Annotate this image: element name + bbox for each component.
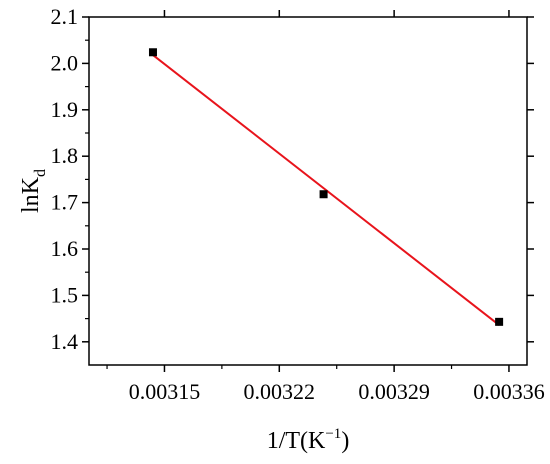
x-tick-label: 0.00322 (244, 379, 316, 404)
y-tick-label: 1.6 (51, 236, 79, 261)
x-axis-title-close: ) (341, 428, 349, 454)
data-point (148, 48, 157, 57)
fit-line-group (152, 54, 500, 326)
y-tick-label: 1.8 (51, 143, 79, 168)
ticks (82, 10, 534, 372)
x-axis-title-sup: −1 (325, 426, 341, 442)
y-tick-label: 2.1 (51, 4, 79, 29)
y-tick-label: 1.9 (51, 97, 79, 122)
x-axis-title: 1/T(K−1) (267, 426, 350, 454)
y-tick-label: 1.5 (51, 282, 79, 307)
y-tick-label: 1.4 (51, 329, 79, 354)
y-tick-label: 1.7 (51, 190, 79, 215)
tick-labels: 1.4 1.5 1.6 1.7 1.8 1.9 2.0 2.1 0.00315 0.00322 0.… (51, 4, 545, 404)
x-tick-label: 0.00336 (473, 379, 545, 404)
points-group (148, 48, 504, 326)
y-tick-label: 2.0 (51, 50, 79, 75)
plot-frame (88, 16, 528, 366)
data-point (319, 190, 328, 199)
y-axis-title: lnKd (18, 169, 49, 213)
data-point (495, 317, 504, 326)
x-tick-label: 0.00329 (358, 379, 430, 404)
x-tick-label: 0.00315 (129, 379, 201, 404)
y-axis-title-sub: d (32, 169, 49, 177)
fit-line (152, 54, 500, 326)
